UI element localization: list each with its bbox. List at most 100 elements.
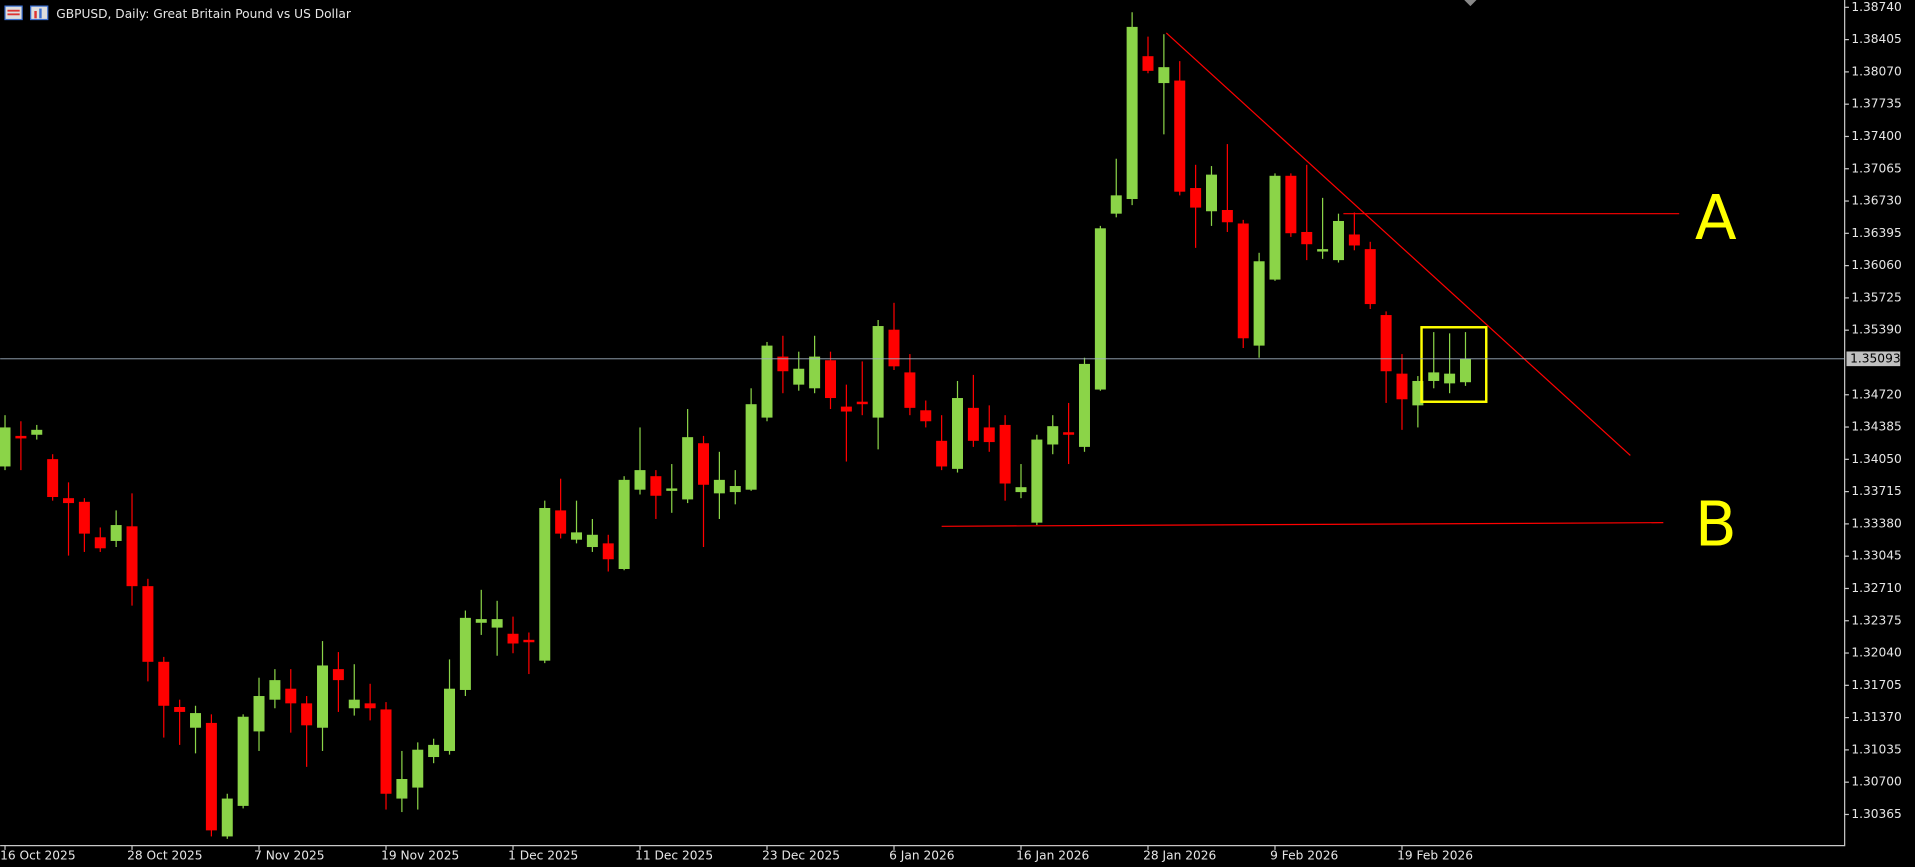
y-tick-label: 1.33045 — [1851, 549, 1901, 563]
candle-body — [190, 713, 202, 728]
candle-body — [729, 486, 741, 493]
candle-body — [793, 368, 805, 385]
candle-body — [904, 372, 916, 408]
x-tick-label: 9 Feb 2026 — [1270, 849, 1338, 863]
candle-body — [1094, 228, 1106, 390]
y-tick-label: 1.33380 — [1851, 516, 1901, 530]
candle-body — [348, 699, 360, 709]
candle-body — [1237, 223, 1249, 339]
plot-area — [0, 12, 1471, 839]
candle-body — [507, 633, 519, 644]
candle-body — [650, 476, 662, 496]
candle-body — [142, 586, 154, 662]
candle-body — [1158, 67, 1170, 84]
y-tick-label: 1.33715 — [1851, 484, 1901, 498]
candle-body — [253, 696, 265, 732]
x-tick-label: 7 Nov 2025 — [254, 849, 324, 863]
candle-body — [301, 703, 313, 726]
candle-body — [1174, 80, 1186, 192]
candle-body — [1110, 195, 1122, 214]
candle-body — [0, 427, 11, 467]
candle-body — [1444, 373, 1456, 384]
y-tick-label: 1.36730 — [1851, 194, 1901, 208]
candle-body — [1015, 487, 1027, 493]
chart-icon-bar — [39, 8, 42, 19]
candle-body — [1396, 373, 1408, 400]
x-tick-label: 16 Jan 2026 — [1016, 849, 1089, 863]
candle-body — [1221, 210, 1233, 223]
candle-body — [221, 798, 233, 837]
candle-body — [63, 498, 75, 504]
y-tick-label: 1.38070 — [1851, 64, 1901, 78]
candle-body — [952, 398, 963, 469]
candle-body — [459, 617, 471, 690]
last-price-label: 1.35093 — [1850, 351, 1900, 365]
candle-body — [412, 749, 424, 788]
y-tick-label: 1.35725 — [1851, 290, 1901, 304]
y-tick-label: 1.30365 — [1851, 807, 1901, 821]
candle-body — [777, 356, 789, 372]
y-tick-label: 1.37735 — [1851, 97, 1901, 111]
candle-body — [237, 716, 249, 806]
last-price-box — [1846, 351, 1901, 367]
candle-body — [1412, 380, 1424, 406]
candle-body — [1332, 220, 1344, 261]
candle-body — [539, 507, 551, 661]
candle-body — [1190, 188, 1202, 208]
candle-body — [491, 619, 503, 628]
x-tick-label: 16 Oct 2025 — [0, 849, 75, 863]
y-tick-label: 1.37065 — [1851, 161, 1901, 175]
candle-body — [1459, 358, 1471, 383]
candle-body — [110, 525, 122, 541]
candle-body — [602, 543, 614, 560]
candle-body — [666, 488, 678, 491]
candle-body — [1142, 56, 1154, 71]
y-tick-label: 1.34385 — [1851, 420, 1901, 434]
y-tick-label: 1.36395 — [1851, 226, 1901, 240]
candle-body — [1205, 174, 1217, 212]
x-tick-label: 19 Nov 2025 — [381, 849, 459, 863]
candle-body — [586, 534, 598, 548]
y-tick-label: 1.32375 — [1851, 613, 1901, 627]
candle-body — [856, 401, 868, 405]
x-tick-label: 19 Feb 2026 — [1397, 849, 1473, 863]
y-tick-label: 1.34050 — [1851, 452, 1901, 466]
highlight-box — [1420, 326, 1488, 403]
candle-body — [967, 407, 979, 441]
shift-marker — [1464, 0, 1477, 7]
candle-body — [158, 661, 170, 706]
candle-body — [1301, 231, 1313, 245]
candle-body — [47, 459, 59, 498]
candle-body — [1063, 432, 1075, 435]
candle-body — [1285, 175, 1297, 234]
candle-body — [920, 410, 932, 422]
candle-body — [761, 345, 773, 418]
annotation-a: A — [1695, 183, 1737, 254]
candle-body — [936, 440, 948, 467]
y-tick-label: 1.32710 — [1851, 581, 1901, 595]
x-tick-label: 28 Jan 2026 — [1143, 849, 1216, 863]
candle-body — [634, 470, 646, 490]
menu-icon[interactable] — [4, 5, 23, 21]
candle-body — [618, 479, 630, 570]
y-tick-label: 1.37400 — [1851, 129, 1901, 143]
y-tick-label: 1.38740 — [1851, 0, 1901, 14]
annotation-b: B — [1695, 489, 1737, 560]
candle-body — [1348, 234, 1360, 246]
y-tick-label: 1.32040 — [1851, 646, 1901, 660]
menu-icon-bar — [7, 13, 20, 16]
candle-body — [285, 688, 297, 704]
candle-body — [31, 429, 43, 435]
candle-body — [682, 437, 694, 500]
candle-body — [713, 479, 725, 494]
y-tick-label: 1.31705 — [1851, 678, 1901, 692]
candle-body — [1031, 439, 1043, 523]
candle-body — [1126, 26, 1138, 200]
candle-body — [523, 639, 535, 643]
candle-body — [872, 326, 884, 418]
x-tick-label: 11 Dec 2025 — [635, 849, 713, 863]
candle-body — [332, 669, 344, 681]
candle-body — [126, 526, 138, 587]
candle-body — [1047, 426, 1059, 445]
